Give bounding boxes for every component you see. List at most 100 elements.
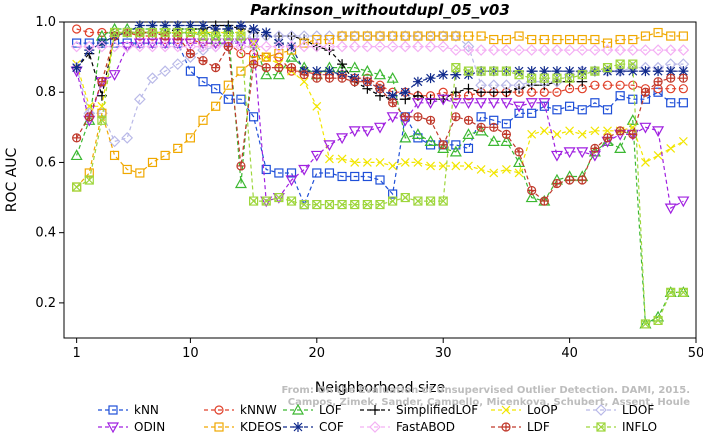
data-point-fastabod	[336, 40, 348, 53]
data-point-knn	[678, 98, 688, 108]
data-point-ldf	[476, 122, 486, 132]
legend-label: INFLO	[622, 420, 657, 434]
data-point-inflo	[223, 31, 233, 41]
data-point-kdeos	[198, 115, 208, 125]
data-point-ldf	[299, 70, 309, 80]
data-point-kdeos	[640, 31, 651, 41]
data-point-fastabod	[500, 44, 513, 56]
legend-item-knn: kNN	[98, 403, 159, 417]
data-point-knn	[362, 171, 372, 182]
data-point-fastabod	[386, 40, 399, 53]
legend-label: LoOP	[527, 403, 558, 417]
data-point-loop	[514, 168, 524, 178]
data-point-kdeos	[678, 31, 688, 41]
data-point-inflo	[476, 66, 486, 76]
data-point-inflo	[678, 287, 688, 297]
data-point-odin	[108, 70, 121, 81]
data-point-ldf	[539, 196, 549, 206]
data-point-knn	[666, 98, 676, 108]
data-point-fastabod	[475, 44, 487, 56]
data-point-knnw	[84, 27, 94, 38]
series-line-inflo	[76, 31, 684, 325]
data-point-fastabod	[96, 40, 108, 53]
data-point-odin	[411, 98, 424, 109]
data-point-kdeos	[653, 27, 663, 38]
data-point-loop	[249, 38, 259, 48]
data-point-cof	[84, 45, 95, 56]
data-point-inflo	[413, 196, 423, 206]
data-point-cof	[640, 66, 651, 77]
data-point-loop	[666, 143, 676, 153]
data-point-fastabod	[538, 44, 551, 56]
data-point-odin	[513, 101, 526, 113]
data-point-inflo	[147, 27, 158, 38]
data-point-loop	[299, 77, 309, 87]
data-point-kdeos	[236, 66, 246, 76]
data-point-ldof	[146, 72, 159, 85]
data-point-cof	[627, 66, 638, 77]
data-point-ldf	[577, 175, 587, 185]
legend-label: kNN	[134, 403, 159, 417]
data-point-knnw	[552, 87, 562, 97]
series-odin	[70, 38, 690, 215]
data-point-knnw	[590, 80, 600, 90]
data-point-ldf	[653, 77, 663, 87]
data-point-ldof	[525, 75, 538, 88]
legend-item-loop: LoOP	[491, 403, 558, 417]
data-point-kdeos	[147, 157, 158, 168]
data-point-ldof	[513, 79, 525, 92]
data-point-knn	[261, 164, 271, 175]
data-point-odin	[323, 140, 336, 152]
legend-marker	[596, 422, 606, 432]
data-point-odin	[310, 150, 323, 162]
data-point-fastabod	[551, 44, 563, 56]
data-point-odin	[298, 164, 311, 176]
data-point-knn	[324, 168, 335, 178]
data-point-loop	[350, 158, 360, 167]
data-point-cof	[134, 20, 145, 31]
data-point-ldf	[489, 122, 499, 132]
data-point-loop	[325, 154, 334, 164]
data-point-odin	[437, 94, 450, 106]
data-point-fastabod	[437, 40, 450, 53]
data-point-kdeos	[476, 31, 486, 41]
y-tick-label: 0.2	[35, 296, 56, 311]
data-point-knn	[375, 175, 385, 185]
data-point-inflo	[666, 287, 676, 297]
data-point-knn	[185, 66, 195, 76]
data-point-ldf	[261, 63, 271, 73]
data-point-ldof	[171, 58, 184, 70]
data-point-knnw	[602, 80, 613, 90]
data-point-inflo	[527, 73, 537, 83]
data-point-inflo	[565, 73, 575, 83]
data-point-cof	[324, 66, 335, 77]
data-point-loop	[464, 161, 473, 171]
data-point-cof	[210, 24, 221, 35]
data-point-kdeos	[527, 34, 537, 45]
data-point-fastabod	[235, 40, 247, 53]
data-point-cof	[564, 66, 575, 77]
data-point-odin	[677, 196, 690, 208]
data-point-cof	[261, 27, 272, 38]
data-point-inflo	[489, 66, 499, 76]
x-axis-label: Neighborhood size	[315, 380, 445, 396]
data-point-fastabod	[323, 40, 336, 53]
data-point-inflo	[640, 319, 651, 329]
legend-label: ODIN	[134, 420, 165, 434]
data-point-cof	[678, 66, 689, 77]
data-point-fastabod	[70, 40, 83, 53]
data-point-inflo	[72, 182, 82, 192]
data-point-ldf	[375, 84, 385, 94]
y-axis-label: ROC AUC	[4, 147, 20, 212]
data-point-lof	[626, 114, 639, 125]
y-tick-label: 0.8	[35, 85, 56, 100]
data-point-ldf	[602, 133, 613, 143]
data-point-cof	[311, 66, 322, 77]
data-point-inflo	[160, 27, 170, 38]
data-point-ldf	[84, 112, 94, 122]
data-point-lof	[513, 156, 526, 168]
data-point-odin	[652, 126, 665, 138]
data-point-knn	[552, 105, 562, 115]
legend-item-ldf: LDF	[491, 420, 550, 434]
legend-marker	[214, 405, 224, 415]
